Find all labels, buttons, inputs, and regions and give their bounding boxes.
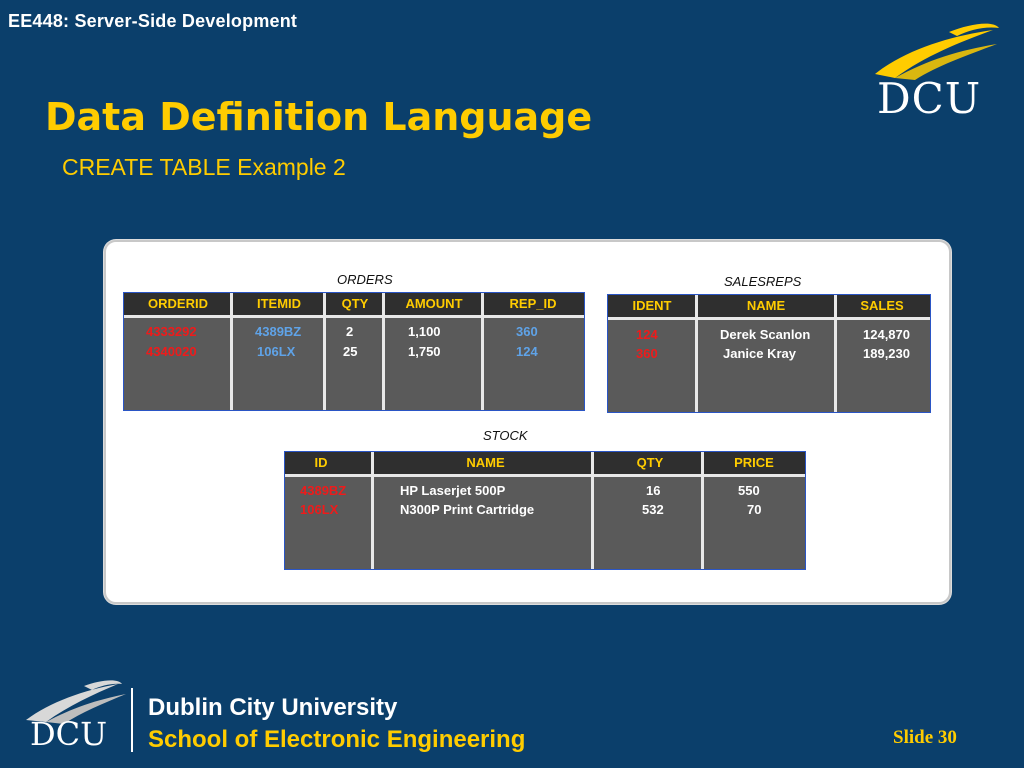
course-title: EE448: Server-Side Development [8,11,298,31]
table-cell: HP Laserjet 500P [400,483,506,498]
orders-col-itemid: ITEMID [256,296,302,311]
table-cell: 16 [646,483,661,498]
footer-divider [131,688,133,752]
table-cell: 124 [516,344,538,359]
stock-header-row: ID NAME QTY PRICE [285,452,805,477]
table-cell: 70 [747,502,762,517]
stock-col-name: NAME [466,455,505,470]
salesreps-header-row: IDENT NAME SALES [608,295,930,320]
university-name: Dublin City University [148,694,398,721]
table-cell: 360 [636,346,658,361]
table-cell: Derek Scanlon [720,327,811,342]
orders-header-row: ORDERID ITEMID QTY AMOUNT REP_ID [124,293,584,318]
table-cell: 532 [642,502,664,517]
school-name: School of Electronic Engineering [148,726,526,753]
column-divider [230,293,233,410]
column-divider [591,452,594,569]
salesreps-col-name: NAME [746,298,786,313]
orders-col-orderid: ORDERID [148,296,208,311]
table-cell: 2 [346,324,354,339]
column-divider [371,452,374,569]
slide-subtitle: CREATE TABLE Example 2 [62,154,346,180]
table-cell: 360 [516,324,538,339]
column-divider [834,295,837,412]
table-cell: N300P Print Cartridge [400,502,535,517]
orders-col-qty: QTY [341,296,369,311]
footer-logo-text: DCU [30,715,108,753]
slide-title: Data Definition Language [45,95,593,139]
table-cell: 189,230 [863,346,910,361]
salesreps-table: IDENT NAME SALES 124 Derek Scanlon 124,8… [607,294,931,413]
stock-col-qty: QTY [636,455,664,470]
table-cell: 4389BZ [255,324,302,339]
table-cell: 25 [343,344,358,359]
stock-table-label: STOCK [483,428,528,443]
column-divider [695,295,698,412]
orders-col-repid: REP_ID [509,296,557,311]
table-cell: 106LX [300,502,339,517]
stock-table: ID NAME QTY PRICE 4389BZ HP Laserjet 500… [284,451,806,570]
column-divider [323,293,326,410]
table-cell: 4333292 [146,324,197,339]
table-cell: 124 [636,327,658,342]
logo-swoosh-icon [875,23,999,80]
table-cell: 1,750 [408,344,441,359]
logo-text: DCU [877,74,982,123]
dcu-logo: DCU [865,22,1000,122]
table-cell: 4340020 [146,344,197,359]
column-divider [701,452,704,569]
tables-diagram: ORDERS ORDERID ITEMID QTY AMOUNT REP_ID … [104,240,951,604]
salesreps-col-sales: SALES [860,298,904,313]
orders-col-amount: AMOUNT [405,296,463,311]
footer-dcu-logo: DCU [22,680,132,760]
salesreps-col-ident: IDENT [632,298,672,313]
orders-table: ORDERID ITEMID QTY AMOUNT REP_ID 4333292… [123,292,585,411]
salesreps-table-label: SALESREPS [724,274,802,289]
table-cell: 550 [738,483,760,498]
column-divider [481,293,484,410]
table-cell: 124,870 [863,327,910,342]
table-cell: 1,100 [408,324,441,339]
orders-table-label: ORDERS [337,272,393,287]
table-cell: 106LX [257,344,296,359]
stock-col-price: PRICE [734,455,774,470]
table-cell: 4389BZ [300,483,347,498]
table-cell: Janice Kray [723,346,796,361]
column-divider [382,293,385,410]
slide-number: Slide 30 [893,727,957,748]
stock-col-id: ID [314,455,328,470]
footer-swoosh-icon [26,680,126,724]
